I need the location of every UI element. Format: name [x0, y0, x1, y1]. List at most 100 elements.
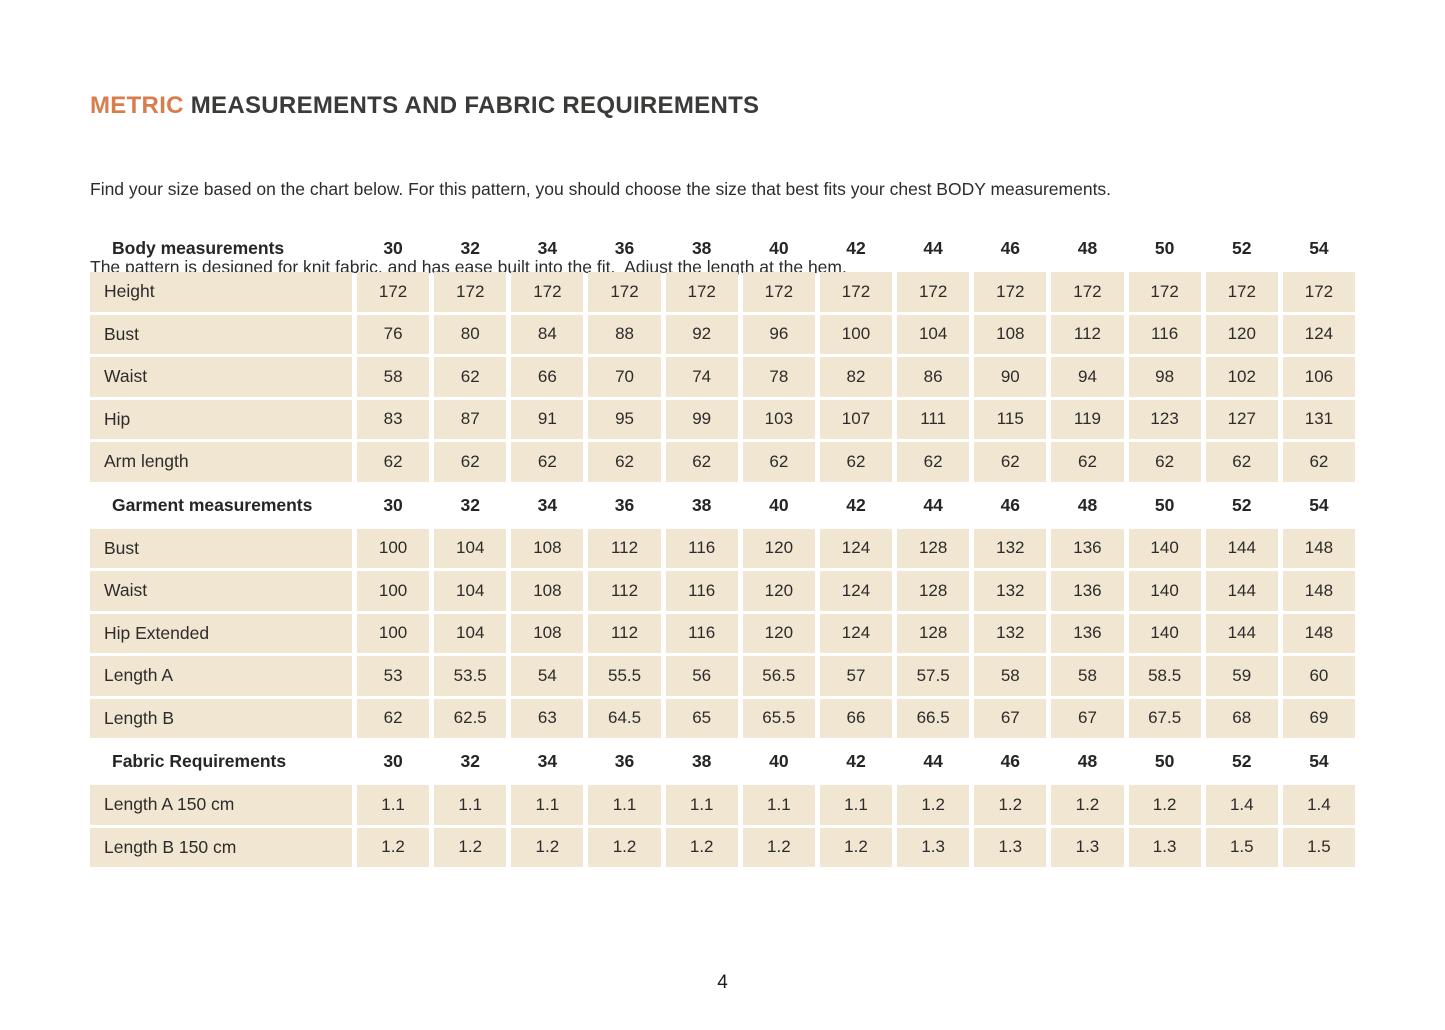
- table-row: Bust 76 80 84 88 92 96 100 104 108 112 116 120 124: [90, 314, 1355, 354]
- size-header-cell: 38: [691, 751, 712, 771]
- value-cell: 148: [1282, 613, 1355, 653]
- value-cell: 1.1: [819, 785, 893, 825]
- size-header-cell: 40: [769, 494, 789, 515]
- value-cell: 76: [357, 314, 430, 354]
- value-cell: 1.2: [819, 827, 893, 867]
- size-header-cell: 38: [691, 238, 712, 258]
- value-cell: 94: [1051, 357, 1124, 397]
- value-cell: 136: [1051, 613, 1124, 653]
- size-header-cell: 36: [614, 494, 635, 515]
- size-header-cell: 52: [1232, 494, 1252, 515]
- value-cell: 128: [897, 613, 970, 653]
- value-cell: 1.2: [665, 827, 738, 867]
- value-cell: 74: [665, 357, 738, 397]
- value-cell: 111: [897, 399, 970, 439]
- value-cell: 62: [1128, 442, 1201, 482]
- size-header-cell: 40: [769, 238, 789, 258]
- value-cell: 1.3: [897, 827, 970, 867]
- value-cell: 116: [1128, 314, 1201, 354]
- value-cell: 1.2: [897, 785, 970, 825]
- page-title-highlight: METRIC: [90, 92, 184, 119]
- value-cell: 65: [665, 698, 738, 738]
- value-cell: 1.1: [742, 785, 815, 825]
- value-cell: 65.5: [742, 698, 815, 738]
- value-cell: 112: [588, 528, 661, 568]
- value-cell: 62: [1051, 442, 1124, 482]
- page-title: METRIC MEASUREMENTS AND FABRIC REQUIREME…: [90, 92, 759, 120]
- value-cell: 53.5: [434, 656, 507, 696]
- value-cell: 64.5: [588, 698, 661, 738]
- value-cell: 62: [434, 442, 507, 482]
- value-cell: 59: [1205, 656, 1278, 696]
- value-cell: 112: [588, 571, 661, 611]
- value-cell: 1.2: [1051, 785, 1124, 825]
- value-cell: 62: [588, 442, 661, 482]
- value-cell: 100: [357, 613, 430, 653]
- value-cell: 172: [588, 272, 661, 312]
- value-cell: 148: [1282, 528, 1355, 568]
- size-header-cell: 32: [460, 751, 480, 771]
- section-header-row: Fabric Requirements 30 32 34 36 38 40 42 44 46 48 5…: [90, 741, 1355, 782]
- size-header-cell: 50: [1154, 238, 1175, 258]
- value-cell: 66: [511, 357, 584, 397]
- value-cell: 63: [511, 698, 584, 738]
- value-cell: 58.5: [1128, 656, 1201, 696]
- value-cell: 67: [1051, 698, 1124, 738]
- row-label: Hip: [90, 399, 352, 439]
- size-header-cell: 52: [1232, 238, 1252, 258]
- size-header-cell: 32: [460, 494, 480, 515]
- value-cell: 66: [819, 698, 893, 738]
- value-cell: 62: [897, 442, 970, 482]
- value-cell: 1.2: [434, 827, 507, 867]
- value-cell: 102: [1205, 357, 1278, 397]
- value-cell: 96: [742, 314, 815, 354]
- size-header-cell: 40: [769, 751, 789, 771]
- size-header-cell: 30: [383, 494, 403, 515]
- value-cell: 95: [588, 399, 661, 439]
- value-cell: 57.5: [897, 656, 970, 696]
- value-cell: 53: [357, 656, 430, 696]
- value-cell: 1.1: [665, 785, 738, 825]
- row-label: Hip Extended: [90, 613, 352, 653]
- table-row: Hip 83 87 91 95 99 103 107 111 115 119 123 127 131: [90, 399, 1355, 439]
- value-cell: 60: [1282, 656, 1355, 696]
- section-header-row: Body measurements 30 32 34 36 38 40 42 44 46 48 50 5…: [90, 228, 1355, 269]
- size-header-cell: 38: [691, 494, 712, 515]
- value-cell: 116: [665, 528, 738, 568]
- value-cell: 92: [665, 314, 738, 354]
- value-cell: 1.3: [974, 827, 1047, 867]
- value-cell: 132: [974, 528, 1047, 568]
- value-cell: 100: [357, 571, 430, 611]
- value-cell: 103: [742, 399, 815, 439]
- value-cell: 1.1: [511, 785, 584, 825]
- value-cell: 172: [1051, 272, 1124, 312]
- size-header-cell: 30: [383, 751, 403, 771]
- value-cell: 68: [1205, 698, 1278, 738]
- row-label: Arm length: [90, 442, 352, 482]
- value-cell: 57: [819, 656, 893, 696]
- value-cell: 132: [974, 571, 1047, 611]
- value-cell: 104: [897, 314, 970, 354]
- section-header-label: Fabric Requirements: [112, 751, 287, 771]
- value-cell: 62: [665, 442, 738, 482]
- value-cell: 124: [819, 528, 893, 568]
- value-cell: 140: [1128, 613, 1201, 653]
- page-number: 4: [717, 972, 728, 993]
- size-header-cell: 50: [1154, 751, 1175, 771]
- value-cell: 172: [357, 272, 430, 312]
- value-cell: 131: [1282, 399, 1355, 439]
- value-cell: 87: [434, 399, 507, 439]
- value-cell: 62: [357, 442, 430, 482]
- value-cell: 62: [1282, 442, 1355, 482]
- value-cell: 1.4: [1205, 785, 1278, 825]
- size-header-cell: 50: [1154, 494, 1175, 515]
- value-cell: 99: [665, 399, 738, 439]
- section-header-row: Garment measurements 30 32 34 36 38 40 42 44 46 48…: [90, 485, 1355, 526]
- value-cell: 100: [819, 314, 893, 354]
- value-cell: 56.5: [742, 656, 815, 696]
- value-cell: 1.4: [1282, 785, 1355, 825]
- value-cell: 67.5: [1128, 698, 1201, 738]
- size-chart-table: Body measurements 30 32 34 36 38 40 42 44 46 48 50 5…: [90, 228, 1355, 870]
- value-cell: 58: [974, 656, 1047, 696]
